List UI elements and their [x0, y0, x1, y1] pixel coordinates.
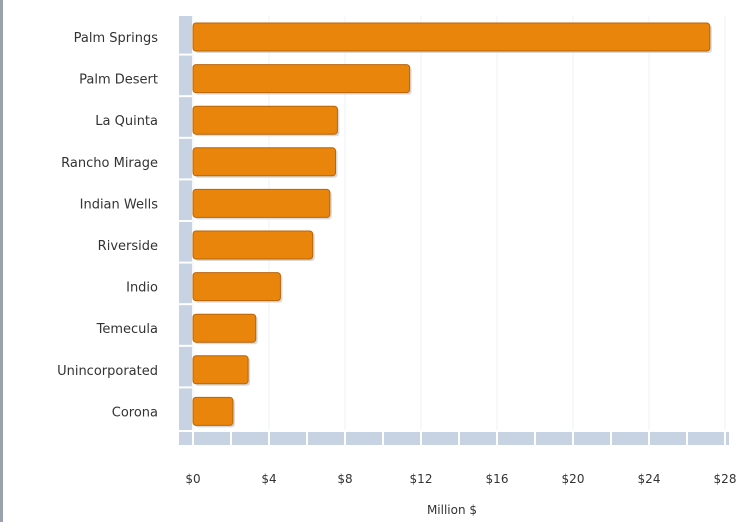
x-axis-title: Million $: [427, 503, 477, 517]
bar: [192, 22, 711, 52]
category-label: Unincorporated: [57, 364, 158, 379]
category-label: Indio: [126, 281, 158, 296]
window-left-edge: [0, 0, 3, 522]
bar: [192, 272, 281, 302]
x-tick-label: $20: [562, 472, 585, 486]
x-tick-label: $16: [486, 472, 509, 486]
x-tick-label: $12: [410, 472, 433, 486]
bar: [192, 355, 249, 385]
category-label: La Quinta: [95, 114, 158, 129]
category-label: Riverside: [98, 239, 158, 254]
x-axis-band: [179, 432, 729, 445]
category-label: Indian Wells: [80, 197, 159, 212]
bar: [192, 105, 338, 135]
category-label: Rancho Mirage: [61, 156, 158, 171]
y-axis-strip: [179, 16, 192, 430]
x-tick-labels: $0 $4 $8 $12 $16 $20 $24 $28: [185, 472, 736, 486]
bar: [192, 230, 314, 260]
bar: [192, 147, 336, 177]
x-tick-label: $24: [638, 472, 661, 486]
category-label: Corona: [112, 405, 158, 420]
x-tick-label: $8: [337, 472, 352, 486]
x-tick-label: $28: [714, 472, 737, 486]
category-label: Palm Desert: [79, 73, 158, 88]
category-labels: Palm Springs Palm Desert La Quinta Rancho M…: [57, 31, 158, 420]
category-label: Palm Springs: [74, 31, 159, 46]
category-label: Temecula: [96, 322, 158, 337]
bar: [192, 64, 411, 94]
bar: [192, 313, 257, 343]
bars-layer: [179, 22, 726, 445]
bar: [192, 188, 331, 218]
x-tick-label: $4: [261, 472, 276, 486]
bar: [192, 396, 234, 426]
x-tick-label: $0: [185, 472, 200, 486]
